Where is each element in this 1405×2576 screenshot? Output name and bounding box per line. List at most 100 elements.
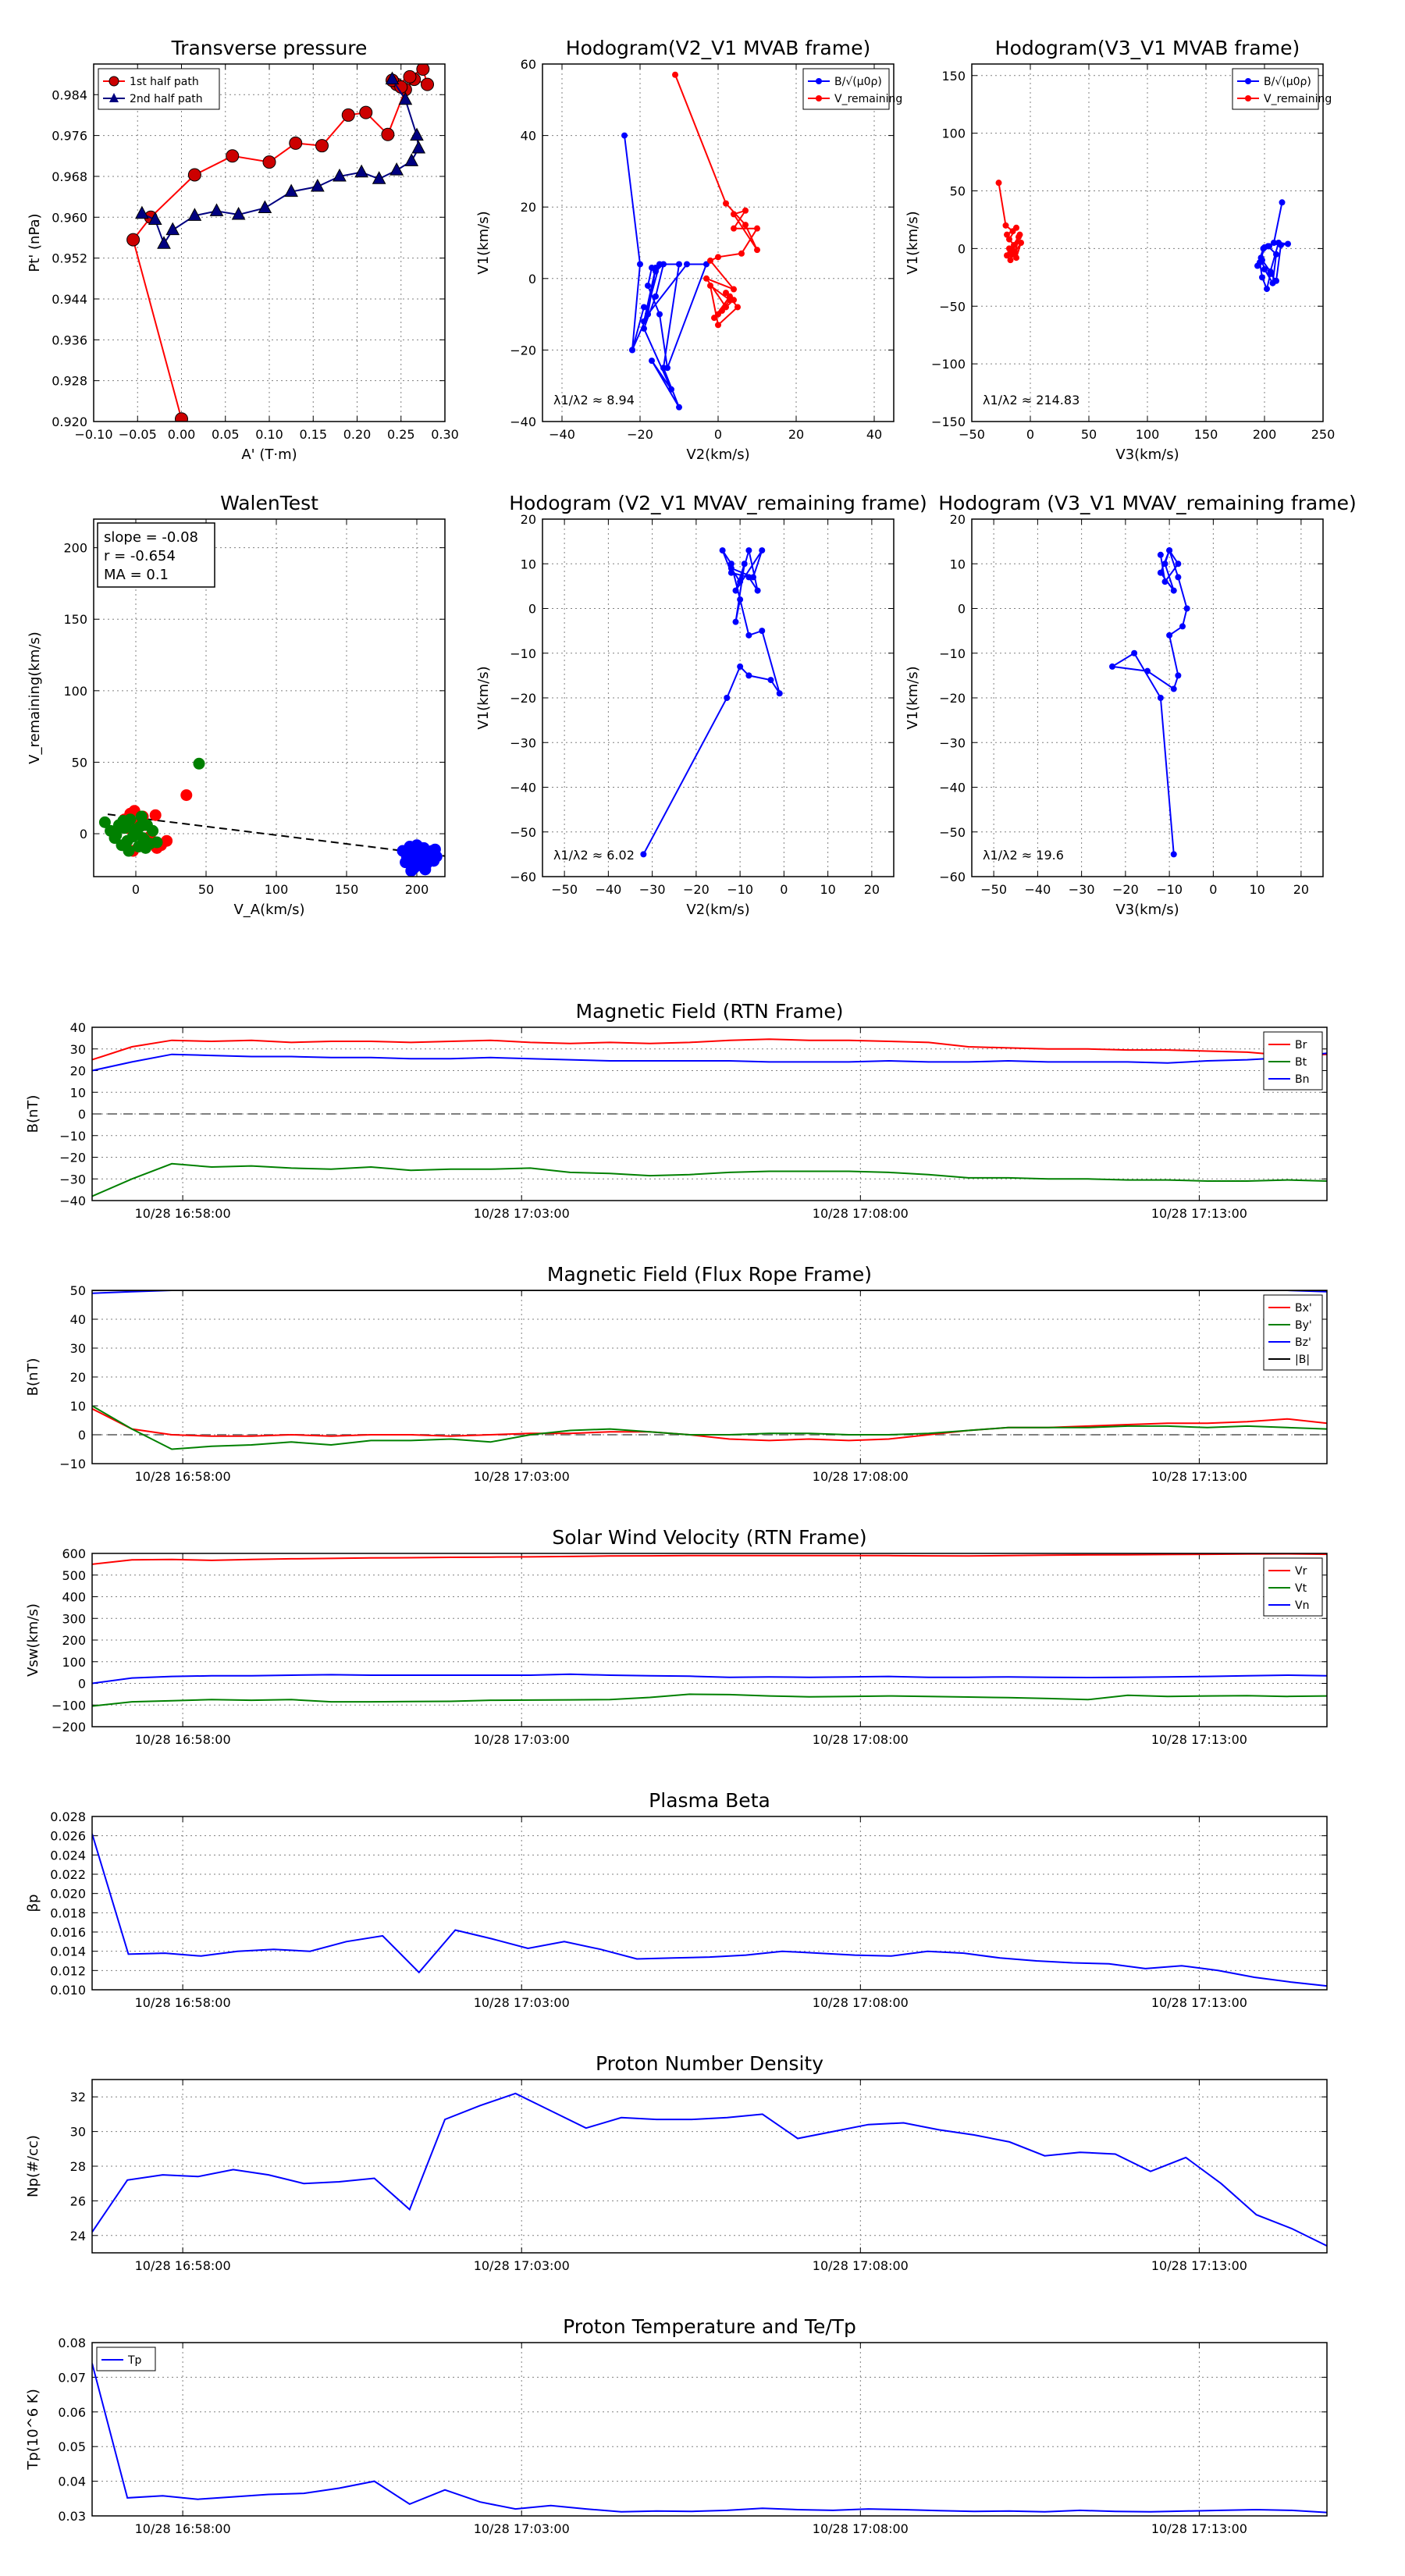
data-point-dot bbox=[1018, 240, 1024, 246]
chart-title: Hodogram (V3_V1 MVAV_remaining frame) bbox=[938, 492, 1357, 514]
x-tick-label: −20 bbox=[1112, 882, 1139, 897]
x-tick-label: 0.30 bbox=[431, 427, 459, 442]
data-point-dot bbox=[660, 261, 667, 268]
data-point-dot bbox=[1269, 279, 1276, 286]
x-tick-label: 10/28 17:13:00 bbox=[1151, 1732, 1247, 1747]
x-axis-label: V3(km/s) bbox=[1115, 447, 1179, 463]
data-point-dot bbox=[707, 282, 713, 289]
data-point-dot bbox=[732, 618, 739, 625]
x-tick-label: 150 bbox=[335, 882, 359, 897]
data-point-dot bbox=[737, 578, 744, 585]
data-point-dot bbox=[656, 311, 663, 318]
data-point-dot bbox=[745, 672, 752, 679]
legend-label: Tp bbox=[127, 2354, 142, 2367]
data-point-dot bbox=[719, 547, 726, 554]
data-point-dot bbox=[641, 318, 647, 325]
y-tick-label: 0.018 bbox=[50, 1905, 86, 1920]
chart-title: Proton Temperature and Te/Tp bbox=[563, 2315, 856, 2338]
data-point-circle bbox=[262, 155, 276, 169]
y-tick-label: 0 bbox=[958, 602, 966, 617]
data-point-triangle bbox=[135, 205, 149, 219]
plot-frame bbox=[971, 518, 1324, 877]
x-tick-label: 0.05 bbox=[212, 427, 240, 442]
legend-marker-dot bbox=[816, 95, 822, 101]
legend-marker-triangle bbox=[109, 93, 119, 102]
x-tick-label: −30 bbox=[639, 882, 666, 897]
data-point-triangle bbox=[398, 91, 413, 105]
scatter-point bbox=[123, 845, 135, 857]
x-tick-label: 10 bbox=[820, 882, 835, 897]
scatter-point bbox=[151, 836, 163, 849]
series-v-remaining-line bbox=[642, 550, 781, 855]
x-tick-label: 10/28 16:58:00 bbox=[135, 1469, 231, 1484]
x-tick-label: 10/28 17:03:00 bbox=[474, 1732, 570, 1747]
plasma-beta-chart: Plasma Beta 10/28 16:58:00 10/28 17:03:00 1… bbox=[25, 1789, 1328, 2010]
statistics-line: MA = 0.1 bbox=[104, 567, 169, 583]
x-tick-label: −30 bbox=[1069, 882, 1095, 897]
x-tick-label: 10/28 17:08:00 bbox=[813, 1206, 909, 1221]
data-point-circle bbox=[289, 136, 303, 150]
y-tick-label: 0 bbox=[80, 827, 87, 841]
data-point-dot bbox=[1002, 222, 1009, 229]
x-axis-label: V3(km/s) bbox=[1115, 902, 1179, 918]
y-tick-label: 50 bbox=[72, 755, 87, 770]
data-point-dot bbox=[735, 304, 741, 311]
chart-title: Hodogram(V2_V1 MVAB frame) bbox=[566, 37, 870, 59]
series-v-remaining-line bbox=[674, 74, 759, 327]
data-point-dot bbox=[727, 297, 733, 304]
data-point-dot bbox=[640, 851, 647, 858]
y-axis-label: Tp(10^6 K) bbox=[25, 2389, 41, 2470]
data-point-dot bbox=[1006, 245, 1012, 252]
x-tick-label: 0 bbox=[132, 882, 140, 897]
scatter-point bbox=[419, 863, 432, 876]
y-axis-label: V_remaining(km/s) bbox=[27, 632, 43, 764]
x-tick-label: 10/28 17:08:00 bbox=[813, 1469, 909, 1484]
x-tick-label: 20 bbox=[864, 882, 880, 897]
plot-area bbox=[92, 2092, 1327, 2247]
data-point-dot bbox=[1157, 551, 1164, 558]
data-point-dot bbox=[1170, 587, 1177, 594]
x-tick-label: −0.05 bbox=[119, 427, 157, 442]
hodogram-v3-v1-mvav-chart: Hodogram (V3_V1 MVAV_remaining frame) −50… bbox=[905, 492, 1357, 918]
data-point-dot bbox=[1166, 632, 1173, 639]
y-tick-label: 300 bbox=[62, 1611, 86, 1626]
y-tick-label: 0.968 bbox=[52, 169, 87, 184]
eigenvalue-ratio-annotation: λ1/λ2 ≈ 19.6 bbox=[983, 848, 1064, 863]
y-tick-label: −60 bbox=[939, 870, 966, 884]
data-point-dot bbox=[703, 275, 710, 282]
y-tick-label: 0.012 bbox=[50, 1963, 86, 1978]
x-tick-label: −50 bbox=[980, 882, 1007, 897]
series-tp-line bbox=[92, 2363, 1327, 2514]
x-tick-label: 0.25 bbox=[387, 427, 415, 442]
data-point-triangle bbox=[148, 212, 162, 226]
y-tick-label: −30 bbox=[59, 1172, 86, 1187]
data-point-circle bbox=[341, 108, 355, 122]
y-tick-label: −30 bbox=[939, 735, 966, 750]
plot-area bbox=[126, 64, 434, 422]
data-point-dot bbox=[664, 365, 670, 372]
x-tick-label: 10/28 17:13:00 bbox=[1151, 2521, 1247, 2536]
data-point-dot bbox=[731, 225, 737, 232]
chart-title: Magnetic Field (Flux Rope Frame) bbox=[547, 1263, 872, 1286]
data-point-circle bbox=[226, 149, 240, 163]
y-tick-label: 20 bbox=[950, 512, 966, 527]
y-axis-label: Pt' (nPa) bbox=[27, 213, 43, 272]
y-tick-label: 0.022 bbox=[50, 1867, 86, 1882]
data-point-dot bbox=[1157, 569, 1164, 576]
x-tick-label: 10/28 17:03:00 bbox=[474, 2521, 570, 2536]
y-axis-label: V1(km/s) bbox=[905, 666, 921, 729]
data-point-triangle bbox=[404, 153, 419, 166]
data-point-circle bbox=[187, 168, 201, 182]
y-tick-label: −150 bbox=[931, 415, 966, 429]
legend-marker-dot bbox=[1245, 78, 1251, 84]
y-tick-label: 600 bbox=[62, 1546, 86, 1561]
x-tick-label: −50 bbox=[551, 882, 578, 897]
y-axis-label: βp bbox=[25, 1895, 41, 1912]
y-tick-label: −10 bbox=[939, 646, 966, 661]
y-tick-label: 0.014 bbox=[50, 1944, 86, 1959]
scatter-point bbox=[405, 865, 418, 877]
y-axis-label: Vsw(km/s) bbox=[25, 1603, 41, 1677]
x-tick-label: 200 bbox=[405, 882, 429, 897]
magnetic-field-flux-rope-chart: Magnetic Field (Flux Rope Frame) 10/28 16… bbox=[25, 1263, 1328, 1484]
data-point-dot bbox=[641, 325, 647, 332]
